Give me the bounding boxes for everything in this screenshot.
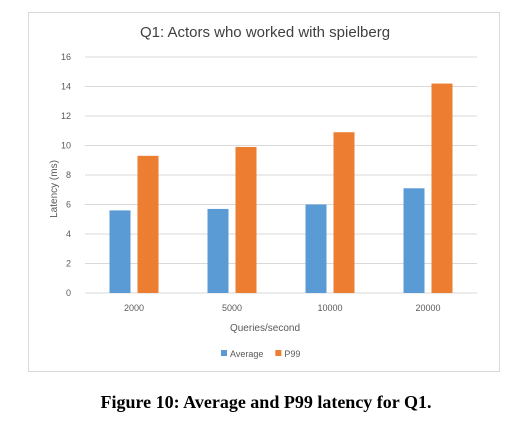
x-tick-label: 5000 <box>222 303 242 313</box>
bar-p99-10000 <box>333 132 355 293</box>
y-tick-label: 14 <box>61 82 71 92</box>
y-tick-label: 12 <box>61 111 71 121</box>
x-tick-label: 10000 <box>317 303 342 313</box>
x-axis-ticks: 2000 5000 10000 20000 <box>124 303 441 313</box>
y-tick-label: 6 <box>66 200 71 210</box>
legend-label-average: Average <box>230 349 263 359</box>
y-tick-label: 0 <box>66 288 71 298</box>
chart-area: Q1: Actors who worked with spielberg 0 2 4… <box>28 12 500 372</box>
legend-label-p99: P99 <box>284 349 300 359</box>
bar-p99-5000 <box>235 146 257 293</box>
bar-p99-20000 <box>431 83 453 293</box>
legend: Average P99 <box>221 349 300 359</box>
bar-average-5000 <box>207 208 229 293</box>
y-tick-label: 16 <box>61 52 71 62</box>
bar-average-10000 <box>305 204 327 293</box>
x-axis-label: Queries/second <box>230 323 300 334</box>
chart-title: Q1: Actors who worked with spielberg <box>140 24 390 41</box>
y-tick-label: 4 <box>66 229 71 239</box>
x-tick-label: 2000 <box>124 303 144 313</box>
legend-swatch-average <box>221 350 227 356</box>
legend-swatch-p99 <box>275 350 282 356</box>
bar-average-2000 <box>109 210 131 293</box>
y-tick-label: 10 <box>61 141 71 151</box>
bar-average-20000 <box>403 188 425 293</box>
bars <box>109 83 453 293</box>
y-axis-label: Latency (ms) <box>49 160 60 218</box>
y-axis-ticks: 0 2 4 6 8 10 12 14 16 <box>61 52 71 298</box>
bar-chart: Q1: Actors who worked with spielberg 0 2 4… <box>49 24 477 359</box>
figure-caption: Figure 10: Average and P99 latency for Q… <box>100 392 432 412</box>
x-tick-label: 20000 <box>415 303 440 313</box>
bar-p99-2000 <box>137 155 159 293</box>
y-tick-label: 2 <box>66 259 71 269</box>
y-tick-label: 8 <box>66 170 71 180</box>
